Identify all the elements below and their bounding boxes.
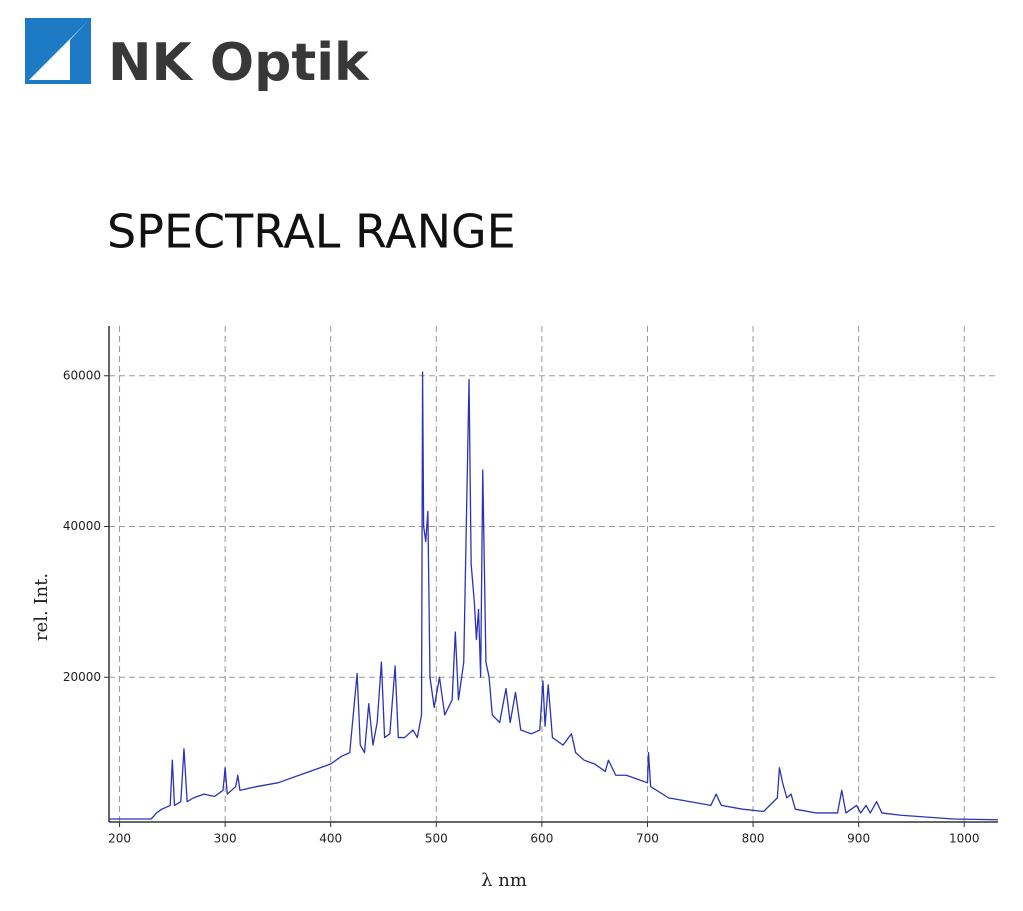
x-tick-label: 200 — [108, 832, 131, 846]
x-tick-label: 800 — [742, 832, 765, 846]
x-tick-label: 900 — [847, 832, 870, 846]
spectrum-line — [109, 371, 999, 821]
x-tick-label: 400 — [319, 832, 342, 846]
y-tick-label: 20000 — [63, 670, 101, 684]
x-tick-label: 500 — [425, 832, 448, 846]
logo-bar — [70, 22, 87, 80]
x-tick-label: 600 — [530, 832, 553, 846]
logo — [25, 18, 91, 84]
logo-text: NK Optik — [108, 33, 370, 93]
y-tick-label: 60000 — [63, 368, 101, 382]
y-tick-label: 40000 — [63, 519, 101, 533]
x-tick-label: 300 — [214, 832, 237, 846]
x-tick-label: 1000 — [949, 832, 980, 846]
y-axis-label: rel. Int. — [31, 573, 52, 641]
heading: SPECTRAL RANGE — [107, 205, 516, 259]
x-tick-label: 700 — [636, 832, 659, 846]
x-axis-label: λ nm — [481, 870, 527, 891]
